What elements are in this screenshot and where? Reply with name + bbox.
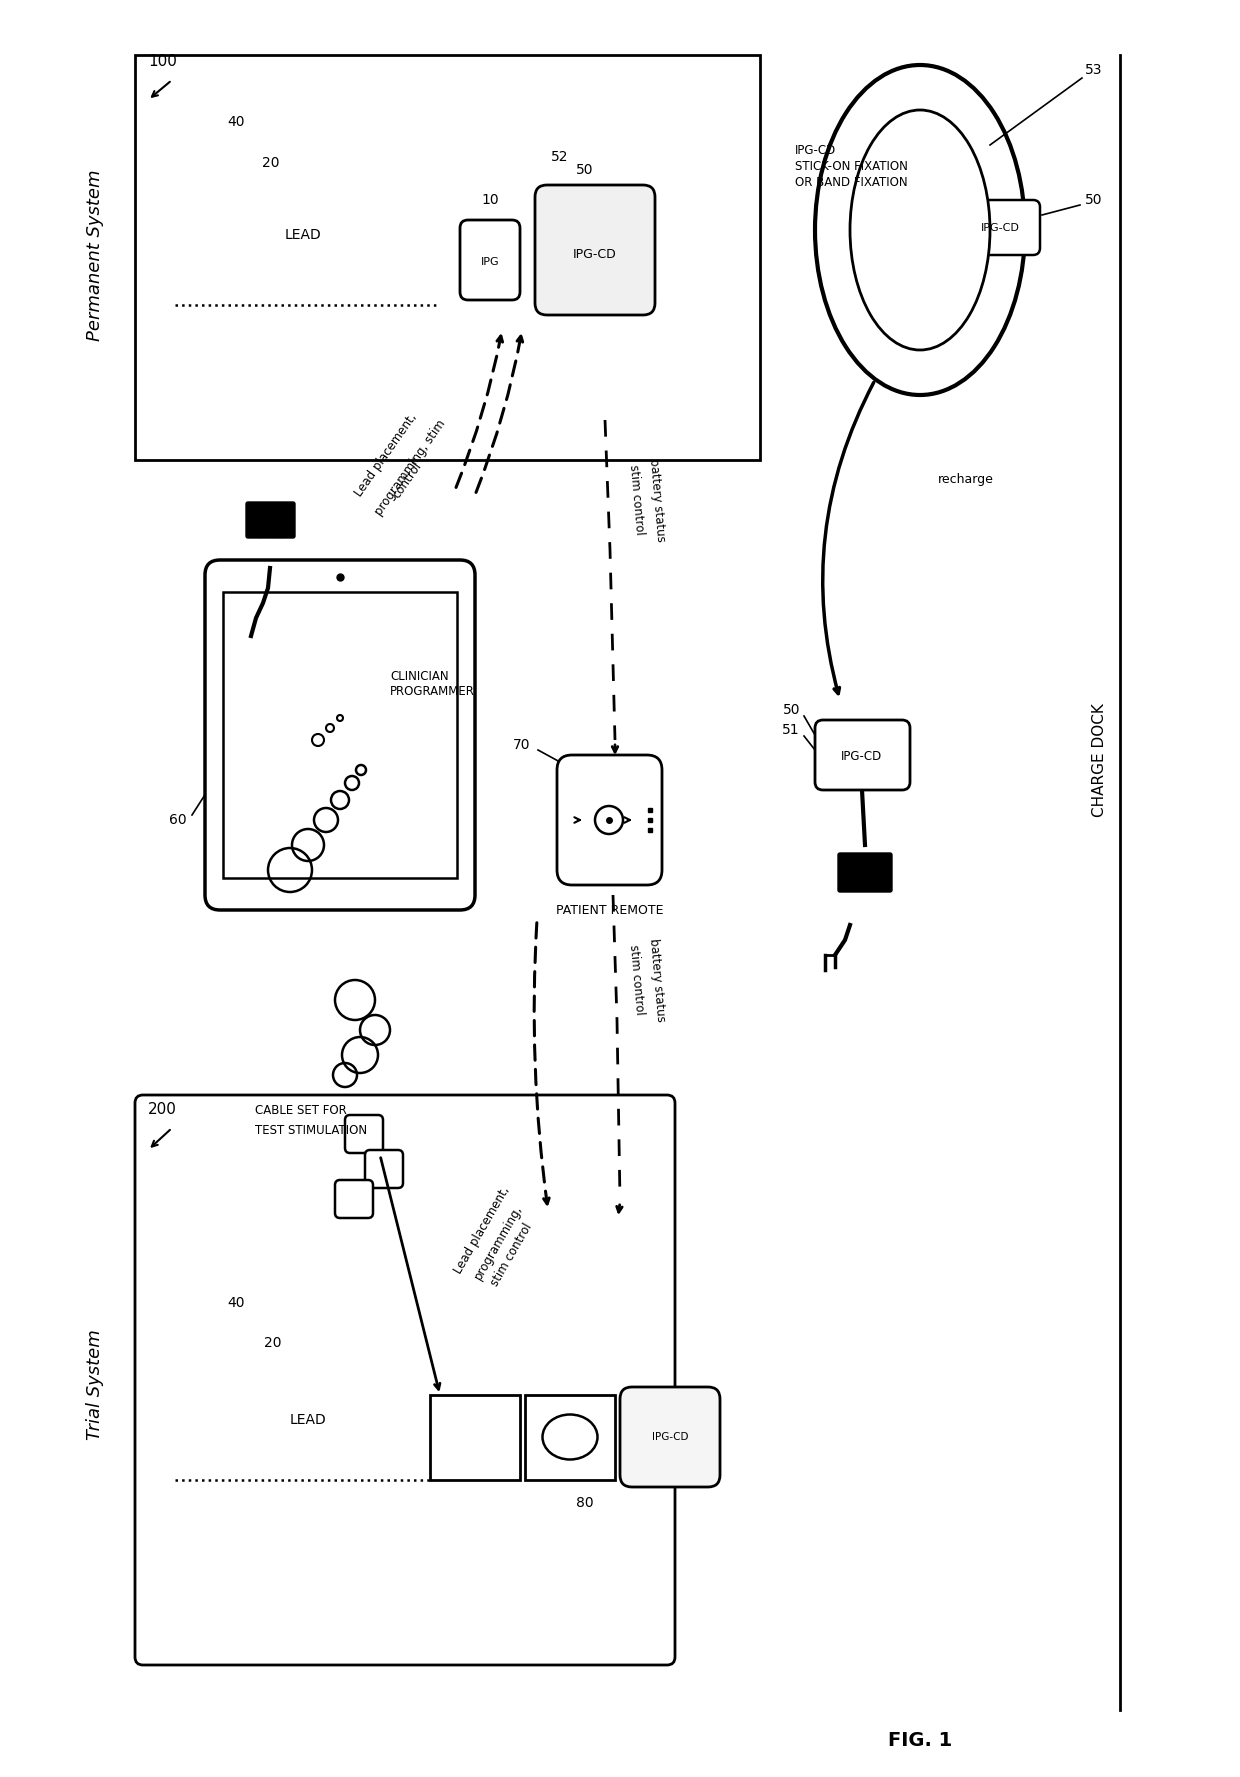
Text: 52: 52 [552,149,569,163]
Text: IPG-CD: IPG-CD [652,1432,688,1441]
Text: control: control [391,460,424,501]
FancyBboxPatch shape [534,185,655,315]
Text: 50: 50 [577,163,594,178]
Text: IPG: IPG [481,258,500,267]
Text: Permanent System: Permanent System [86,169,104,341]
Text: LEAD: LEAD [285,227,321,242]
Text: 80: 80 [577,1496,594,1510]
Text: CABLE SET FOR: CABLE SET FOR [255,1104,347,1116]
FancyBboxPatch shape [815,720,910,791]
Text: Trial System: Trial System [86,1329,104,1441]
Text: STICK-ON FIXATION: STICK-ON FIXATION [795,160,908,174]
Text: 51: 51 [782,723,800,737]
Text: 50: 50 [782,704,800,716]
Text: stim control: stim control [489,1221,534,1288]
Text: 70: 70 [512,737,529,752]
FancyBboxPatch shape [557,755,662,885]
Text: battery status: battery status [647,458,667,542]
Text: CHARGE DOCK: CHARGE DOCK [1092,704,1107,817]
Text: 20: 20 [262,156,279,171]
Text: programming,: programming, [472,1203,526,1281]
FancyBboxPatch shape [335,1180,373,1217]
Text: TEST STIMULATION: TEST STIMULATION [255,1123,367,1137]
FancyBboxPatch shape [135,1095,675,1665]
Text: OR BAND FIXATION: OR BAND FIXATION [795,176,908,190]
Text: Lead placement,: Lead placement, [352,410,419,499]
Text: 40: 40 [227,116,244,130]
Bar [525,1395,615,1480]
Text: FIG. 1: FIG. 1 [888,1731,952,1750]
Text: 40: 40 [227,1295,244,1310]
Text: LEAD: LEAD [290,1413,327,1427]
Text: PATIENT REMOTE: PATIENT REMOTE [557,903,663,917]
Text: 53: 53 [1085,62,1102,76]
Bar [223,592,458,878]
Text: IPG-CD: IPG-CD [795,144,836,156]
FancyBboxPatch shape [620,1388,720,1487]
FancyBboxPatch shape [246,501,295,538]
Bar [135,55,760,460]
Ellipse shape [849,110,990,350]
Text: 200: 200 [148,1102,177,1118]
Text: recharge: recharge [937,473,994,487]
Text: 20: 20 [264,1336,281,1351]
Text: IPG-CD: IPG-CD [842,750,883,764]
Text: 10: 10 [481,194,498,206]
Text: 100: 100 [148,55,177,69]
Text: 60: 60 [169,814,187,826]
Text: IPG-CD: IPG-CD [573,249,616,261]
Text: CLINICIAN
PROGRAMMER: CLINICIAN PROGRAMMER [391,670,475,698]
FancyBboxPatch shape [365,1150,403,1189]
FancyBboxPatch shape [205,560,475,910]
FancyBboxPatch shape [345,1114,383,1153]
Text: stim control: stim control [627,944,646,1016]
Bar [430,1395,520,1480]
FancyBboxPatch shape [960,201,1040,256]
Text: stim control: stim control [627,464,646,535]
Text: 50: 50 [1085,194,1102,206]
FancyBboxPatch shape [460,220,520,300]
Text: programming, stim: programming, stim [372,418,448,519]
Text: Lead placement,: Lead placement, [453,1183,512,1276]
Text: battery status: battery status [647,938,667,1022]
FancyBboxPatch shape [838,853,892,892]
Text: IPG-CD: IPG-CD [981,222,1019,233]
